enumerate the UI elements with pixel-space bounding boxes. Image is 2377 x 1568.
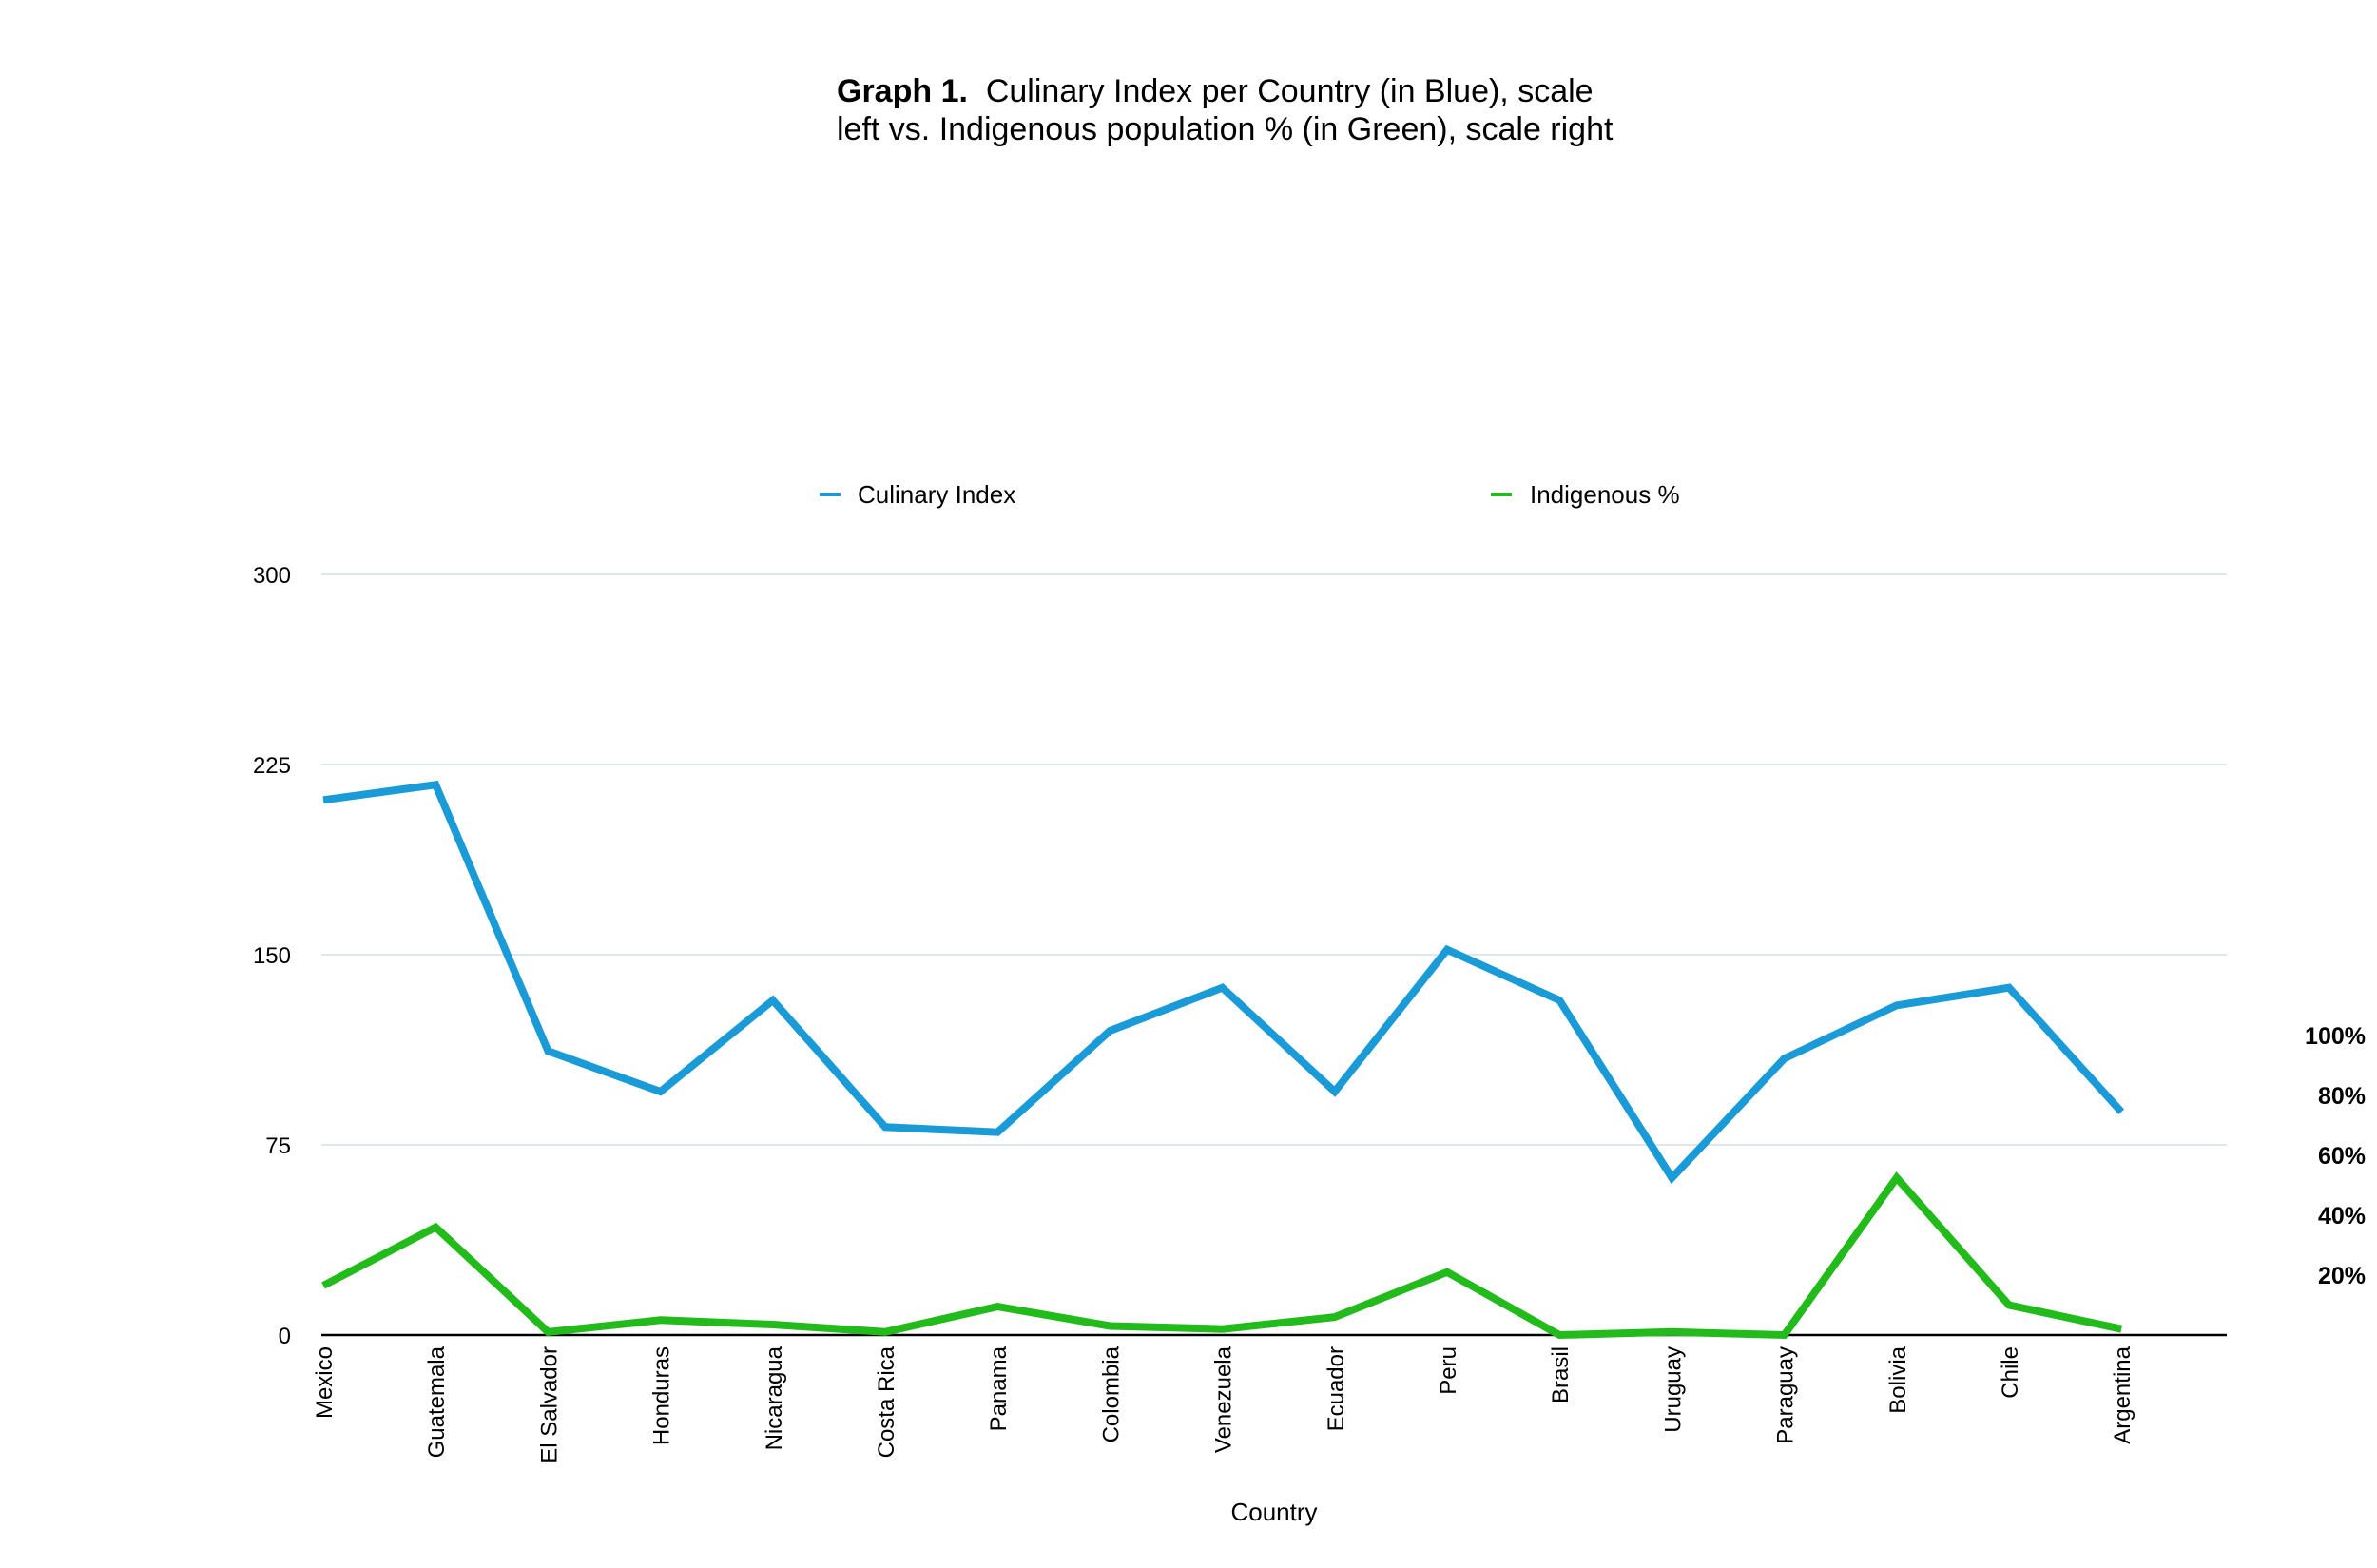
series-line-indigenous bbox=[321, 1171, 2123, 1340]
series-lines bbox=[321, 780, 2125, 1340]
chart-title-line2: left vs. Indigenous population % (in Gre… bbox=[837, 111, 1614, 147]
x-tick-label: Paraguay bbox=[1773, 1346, 1799, 1444]
x-tick-label: Venezuela bbox=[1211, 1345, 1237, 1453]
right-tick-label: 60% bbox=[2318, 1143, 2366, 1170]
x-tick-label: Costa Rica bbox=[874, 1345, 899, 1458]
x-tick-label: Panama bbox=[986, 1345, 1012, 1431]
series-line-culinary-index bbox=[322, 780, 2125, 1185]
x-axis-label: Country bbox=[1230, 1498, 1317, 1526]
right-tick-label: 40% bbox=[2318, 1203, 2366, 1229]
x-tick-label: Colombia bbox=[1098, 1345, 1124, 1442]
x-tick-label: Brasil bbox=[1548, 1346, 1574, 1403]
x-tick-label: Argentina bbox=[2110, 1345, 2135, 1443]
left-tick-label: 225 bbox=[253, 753, 291, 779]
left-tick-label: 300 bbox=[253, 563, 291, 589]
x-tick-label: Guatemala bbox=[424, 1345, 450, 1458]
left-tick-label: 0 bbox=[279, 1324, 291, 1349]
right-tick-label: 80% bbox=[2318, 1083, 2366, 1110]
legend-label-culinary-index: Culinary Index bbox=[858, 480, 1015, 509]
legend: Culinary Index Indigenous % bbox=[820, 480, 1680, 509]
x-tick-label: Ecuador bbox=[1324, 1346, 1349, 1431]
chart-title-line1: Culinary Index per Country (in Blue), sc… bbox=[985, 73, 1594, 109]
x-tick-label: Mexico bbox=[312, 1346, 338, 1419]
legend-label-indigenous: Indigenous % bbox=[1530, 480, 1680, 509]
left-axis-ticks: 0 75 150 225 300 bbox=[253, 563, 291, 1349]
left-tick-label: 150 bbox=[253, 943, 291, 969]
x-tick-label: Uruguay bbox=[1660, 1346, 1686, 1433]
x-tick-label: Peru bbox=[1436, 1346, 1461, 1395]
chart-title-bold: Graph 1. bbox=[837, 73, 968, 109]
x-axis-ticks: Mexico Guatemala El Salvador Honduras Nicara… bbox=[312, 1345, 2135, 1462]
chart-title: Graph 1. Culinary Index per Country (in … bbox=[837, 72, 1788, 148]
right-tick-label: 100% bbox=[2305, 1023, 2366, 1050]
x-tick-label: Chile bbox=[1998, 1346, 2023, 1399]
x-tick-label: Nicaragua bbox=[762, 1345, 787, 1450]
x-tick-label: Bolivia bbox=[1885, 1345, 1911, 1413]
right-axis-ticks: 100% 80% 60% 40% 20% bbox=[2305, 1023, 2366, 1289]
right-tick-label: 20% bbox=[2318, 1263, 2366, 1289]
x-tick-label: El Salvador bbox=[536, 1346, 562, 1463]
left-tick-label: 75 bbox=[265, 1133, 291, 1159]
x-tick-label: Honduras bbox=[649, 1346, 675, 1445]
gridlines bbox=[321, 573, 2227, 1146]
